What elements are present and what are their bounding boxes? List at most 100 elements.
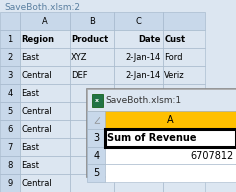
Bar: [114, 174, 163, 192]
Bar: [20, 66, 70, 84]
Bar: [87, 89, 236, 111]
Bar: [114, 48, 163, 66]
Bar: [114, 138, 163, 156]
Text: 5: 5: [7, 107, 13, 116]
Bar: [0, 48, 20, 66]
Text: East: East: [21, 89, 39, 98]
Bar: [105, 164, 236, 182]
Text: A: A: [42, 17, 48, 26]
Bar: [20, 102, 70, 120]
Text: C: C: [136, 17, 142, 26]
Text: East: East: [21, 161, 39, 170]
Bar: [163, 48, 205, 66]
Bar: [20, 174, 70, 192]
Text: Ford: Ford: [164, 53, 183, 62]
Bar: [87, 129, 105, 147]
Bar: [70, 138, 114, 156]
Bar: [105, 111, 236, 129]
Text: Central: Central: [21, 179, 52, 188]
Text: 2-Jan-14: 2-Jan-14: [126, 71, 161, 80]
Text: Veriz: Veriz: [164, 71, 185, 80]
Text: B: B: [89, 17, 95, 26]
Text: 3: 3: [7, 71, 13, 80]
Bar: [105, 147, 236, 164]
Bar: [70, 48, 114, 66]
Bar: [114, 12, 163, 30]
Text: A: A: [167, 115, 174, 125]
Bar: [20, 31, 70, 48]
Bar: [0, 156, 20, 174]
Text: SaveBoth.xlsm:1: SaveBoth.xlsm:1: [105, 96, 181, 105]
Text: 4: 4: [93, 151, 99, 161]
Bar: [20, 156, 70, 174]
Bar: [114, 102, 163, 120]
Text: East: East: [21, 53, 39, 62]
Text: Product: Product: [71, 35, 108, 44]
Text: Central: Central: [21, 107, 52, 116]
Text: SaveBoth.xlsm:2: SaveBoth.xlsm:2: [5, 3, 81, 12]
Text: Date: Date: [139, 35, 161, 44]
Text: 2: 2: [7, 53, 13, 62]
Bar: [0, 84, 20, 102]
Text: Region: Region: [21, 35, 55, 44]
Bar: [163, 138, 205, 156]
Bar: [163, 84, 205, 102]
Text: 2-Jan-14: 2-Jan-14: [126, 53, 161, 62]
Text: 9: 9: [7, 179, 13, 188]
Bar: [87, 164, 105, 182]
Bar: [70, 66, 114, 84]
Bar: [70, 102, 114, 120]
Text: 6: 6: [7, 125, 13, 134]
Text: 6707812: 6707812: [191, 151, 234, 161]
Text: 5: 5: [93, 168, 99, 178]
Bar: [163, 12, 205, 30]
Bar: [114, 66, 163, 84]
Text: 1: 1: [7, 35, 13, 44]
Bar: [20, 48, 70, 66]
Bar: [20, 120, 70, 138]
Bar: [70, 174, 114, 192]
Text: East: East: [21, 143, 39, 152]
Text: 8: 8: [7, 161, 13, 170]
Bar: [163, 174, 205, 192]
Bar: [70, 12, 114, 30]
Bar: [0, 66, 20, 84]
Bar: [87, 111, 105, 129]
Text: Sum of Revenue: Sum of Revenue: [107, 133, 196, 143]
Bar: [0, 102, 20, 120]
Bar: [114, 84, 163, 102]
Text: 3: 3: [93, 133, 99, 143]
Bar: [105, 129, 236, 147]
Bar: [0, 138, 20, 156]
Bar: [92, 94, 103, 107]
Bar: [20, 12, 70, 30]
Bar: [70, 31, 114, 48]
Bar: [163, 66, 205, 84]
Bar: [0, 120, 20, 138]
Bar: [114, 156, 163, 174]
Text: DEF: DEF: [71, 71, 88, 80]
Bar: [114, 120, 163, 138]
Bar: [0, 31, 20, 48]
Bar: [163, 31, 205, 48]
Bar: [105, 129, 236, 147]
Text: Cust: Cust: [164, 35, 185, 44]
Bar: [70, 120, 114, 138]
Text: x: x: [95, 98, 99, 103]
Bar: [114, 31, 163, 48]
Text: 4: 4: [7, 89, 13, 98]
Text: Central: Central: [21, 71, 52, 80]
Text: XYZ: XYZ: [71, 53, 88, 62]
Bar: [20, 138, 70, 156]
Bar: [163, 120, 205, 138]
Text: 7: 7: [7, 143, 13, 152]
Bar: [70, 156, 114, 174]
Bar: [163, 102, 205, 120]
Bar: [0, 12, 20, 30]
Bar: [0, 174, 20, 192]
Bar: [163, 156, 205, 174]
Bar: [87, 147, 105, 164]
Bar: [20, 84, 70, 102]
Bar: [87, 89, 236, 177]
Text: Central: Central: [21, 125, 52, 134]
